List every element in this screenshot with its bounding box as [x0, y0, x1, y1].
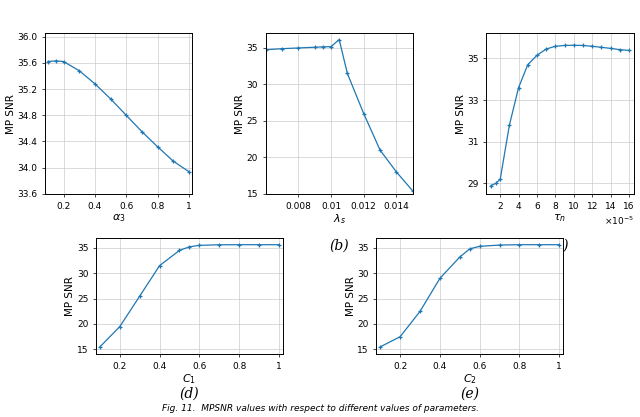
Y-axis label: MP SNR: MP SNR: [6, 94, 15, 133]
Text: (b): (b): [330, 239, 349, 253]
X-axis label: $C_1$: $C_1$: [182, 372, 196, 386]
Text: (d): (d): [180, 387, 199, 401]
Text: Fig. 11.  MPSNR values with respect to different values of parameters.: Fig. 11. MPSNR values with respect to di…: [161, 404, 479, 413]
Y-axis label: MP SNR: MP SNR: [346, 276, 356, 316]
Y-axis label: MP SNR: MP SNR: [235, 94, 245, 133]
Y-axis label: MP SNR: MP SNR: [456, 94, 466, 133]
Text: $\times10^{-5}$: $\times10^{-5}$: [604, 215, 634, 227]
X-axis label: $\tau_n$: $\tau_n$: [554, 212, 566, 224]
X-axis label: $C_2$: $C_2$: [463, 372, 477, 386]
Y-axis label: MP SNR: MP SNR: [65, 276, 76, 316]
Text: (c): (c): [551, 239, 569, 253]
Text: (e): (e): [460, 387, 479, 401]
X-axis label: $\lambda_s$: $\lambda_s$: [333, 212, 346, 226]
Text: (a): (a): [109, 239, 128, 253]
X-axis label: $\alpha_3$: $\alpha_3$: [111, 212, 125, 224]
